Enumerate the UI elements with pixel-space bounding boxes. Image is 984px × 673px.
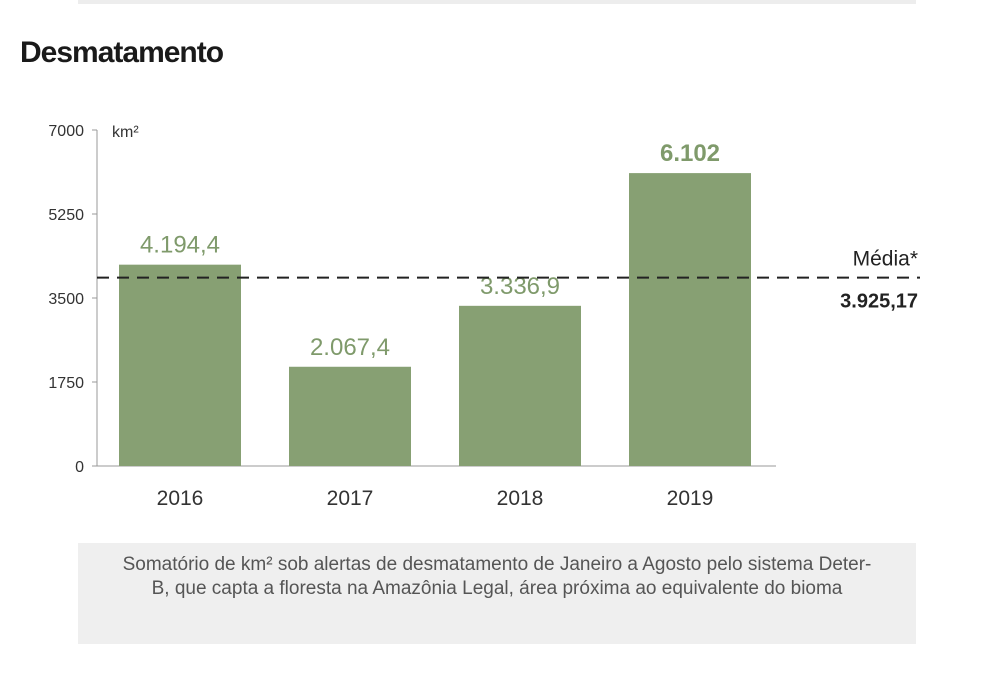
mean-value-label: 3.925,17 bbox=[840, 291, 918, 313]
x-tick-label: 2018 bbox=[497, 487, 544, 510]
footnote-box: Somatório de km² sob alertas de desmatam… bbox=[78, 543, 916, 644]
y-tick-label: 1750 bbox=[48, 375, 84, 392]
bar-2017 bbox=[289, 367, 411, 466]
y-unit-label: km² bbox=[112, 124, 139, 141]
bar-2016 bbox=[119, 265, 241, 466]
bar-value-label: 4.194,4 bbox=[140, 232, 220, 259]
bar-value-label: 2.067,4 bbox=[310, 334, 390, 361]
y-tick-label: 7000 bbox=[48, 123, 84, 140]
mean-label: Média* bbox=[853, 248, 918, 271]
bar-value-label: 6.102 bbox=[660, 140, 720, 167]
y-tick-label: 5250 bbox=[48, 207, 84, 224]
x-tick-label: 2016 bbox=[157, 487, 204, 510]
bar-2019 bbox=[629, 173, 751, 466]
x-tick-label: 2017 bbox=[327, 487, 374, 510]
x-tick-label: 2019 bbox=[667, 487, 714, 510]
footnote-text: Somatório de km² sob alertas de desmatam… bbox=[118, 553, 876, 601]
y-tick-label: 3500 bbox=[48, 291, 84, 308]
y-tick-label: 0 bbox=[75, 459, 84, 476]
bar-chart: 0 1750 3500 5250 7000 km² 4.194,4 2016 2.067,4 20… bbox=[0, 0, 984, 540]
bar-2018 bbox=[459, 306, 581, 466]
